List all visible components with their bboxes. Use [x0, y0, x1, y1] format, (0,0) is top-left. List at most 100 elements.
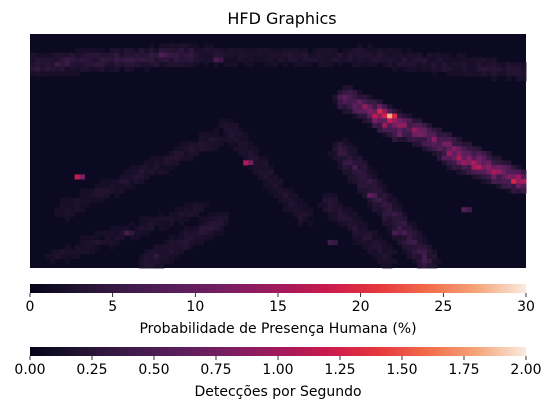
- heatmap-cell: [367, 165, 373, 171]
- heatmap-cell: [79, 207, 85, 213]
- heatmap-cell: [387, 249, 393, 255]
- heatmap-cell: [516, 179, 522, 185]
- heatmap-cell: [402, 249, 408, 255]
- heatmap-cell: [59, 211, 66, 217]
- heatmap-cell: [347, 104, 353, 110]
- heatmap-cell: [34, 62, 41, 68]
- heatmap-cell: [342, 141, 348, 147]
- heatmap-cell: [372, 169, 378, 175]
- heatmap-cell: [273, 193, 279, 199]
- heatmap-cell: [431, 52, 438, 58]
- heatmap-cell: [486, 179, 492, 185]
- heatmap-cell: [104, 179, 110, 185]
- heatmap-cell: [406, 244, 413, 250]
- heatmap-cell: [466, 141, 472, 147]
- heatmap-cell: [218, 221, 224, 227]
- heatmap-cell: [402, 244, 408, 250]
- heatmap-cell: [263, 179, 269, 185]
- heatmap-cell: [183, 235, 190, 241]
- heatmap-cell: [263, 62, 269, 68]
- colorbar-tick-label: 5: [108, 299, 117, 315]
- heatmap-cell: [188, 57, 195, 63]
- heatmap-cell: [223, 122, 229, 128]
- heatmap-cell: [104, 66, 110, 72]
- heatmap-cell: [397, 235, 403, 241]
- heatmap-cell: [278, 197, 284, 203]
- heatmap-cell: [352, 239, 358, 245]
- heatmap-cell: [451, 155, 457, 161]
- heatmap-cell: [382, 197, 388, 203]
- heatmap-cell: [158, 155, 165, 161]
- heatmap-cell: [397, 62, 403, 68]
- heatmap-cell: [451, 57, 457, 63]
- heatmap-cell: [104, 239, 110, 245]
- heatmap-cell: [302, 62, 309, 68]
- heatmap-cell: [149, 43, 155, 49]
- heatmap-cell: [44, 52, 51, 58]
- heatmap-cell: [431, 62, 438, 68]
- heatmap-cell: [44, 66, 51, 72]
- heatmap-cell: [307, 62, 314, 68]
- heatmap-cell: [431, 263, 438, 269]
- heatmap-cell: [362, 94, 368, 100]
- heatmap-cell: [362, 160, 368, 166]
- heatmap-cell: [213, 230, 219, 236]
- heatmap-cell: [362, 99, 368, 105]
- heatmap-cell: [367, 169, 373, 175]
- heatmap-cell: [431, 127, 438, 133]
- heatmap-cell: [501, 66, 507, 72]
- heatmap-cell: [94, 62, 100, 68]
- heatmap-cell: [496, 183, 502, 189]
- heatmap-cell: [144, 225, 150, 231]
- heatmap-cell: [377, 253, 383, 260]
- heatmap-cell: [163, 57, 170, 63]
- heatmap-cell: [263, 169, 269, 175]
- heatmap-cell: [481, 179, 487, 185]
- heatmap-cell: [139, 48, 145, 54]
- heatmap-cell: [382, 132, 388, 138]
- heatmap-cell: [377, 122, 383, 128]
- heatmap-cell: [99, 239, 105, 245]
- heatmap-cell: [342, 94, 348, 100]
- heatmap-cell: [377, 207, 383, 213]
- heatmap-cell: [258, 174, 264, 180]
- heatmap-cell: [387, 225, 393, 231]
- heatmap-cell: [392, 127, 398, 133]
- heatmap-cell: [426, 249, 433, 255]
- heatmap-cell: [134, 230, 140, 236]
- heatmap-cell: [481, 62, 487, 68]
- heatmap-cell: [312, 57, 319, 63]
- heatmap-cell: [441, 62, 448, 68]
- heatmap-cell: [134, 52, 140, 58]
- heatmap-cell: [466, 151, 472, 157]
- heatmap-cell: [327, 48, 333, 54]
- heatmap-cell: [218, 225, 224, 231]
- heatmap-cell: [89, 235, 95, 241]
- heatmap-cell: [387, 193, 393, 199]
- heatmap-cell: [397, 113, 403, 119]
- heatmap-cells: [30, 43, 527, 269]
- heatmap-cell: [213, 221, 219, 227]
- heatmap-cell: [74, 62, 80, 68]
- heatmap-cell: [129, 174, 135, 180]
- heatmap-cell: [347, 108, 353, 114]
- heatmap-cell: [139, 62, 145, 68]
- heatmap-cell: [54, 71, 61, 77]
- heatmap-cell: [332, 57, 338, 63]
- heatmap-cell: [402, 66, 408, 72]
- heatmap-cell: [421, 66, 428, 72]
- heatmap-cell: [342, 85, 348, 91]
- heatmap-cell: [104, 188, 110, 194]
- heatmap-cell: [193, 202, 200, 208]
- heatmap-cell: [268, 62, 274, 68]
- heatmap-cell: [248, 160, 254, 166]
- heatmap-cell: [501, 183, 507, 189]
- heatmap-cell: [337, 165, 343, 171]
- heatmap-cell: [357, 160, 363, 166]
- heatmap-cell: [129, 235, 135, 241]
- heatmap-cell: [481, 151, 487, 157]
- heatmap-cell: [84, 249, 90, 255]
- heatmap-area: [30, 34, 527, 269]
- heatmap-cell: [203, 230, 209, 236]
- heatmap-cell: [476, 146, 482, 152]
